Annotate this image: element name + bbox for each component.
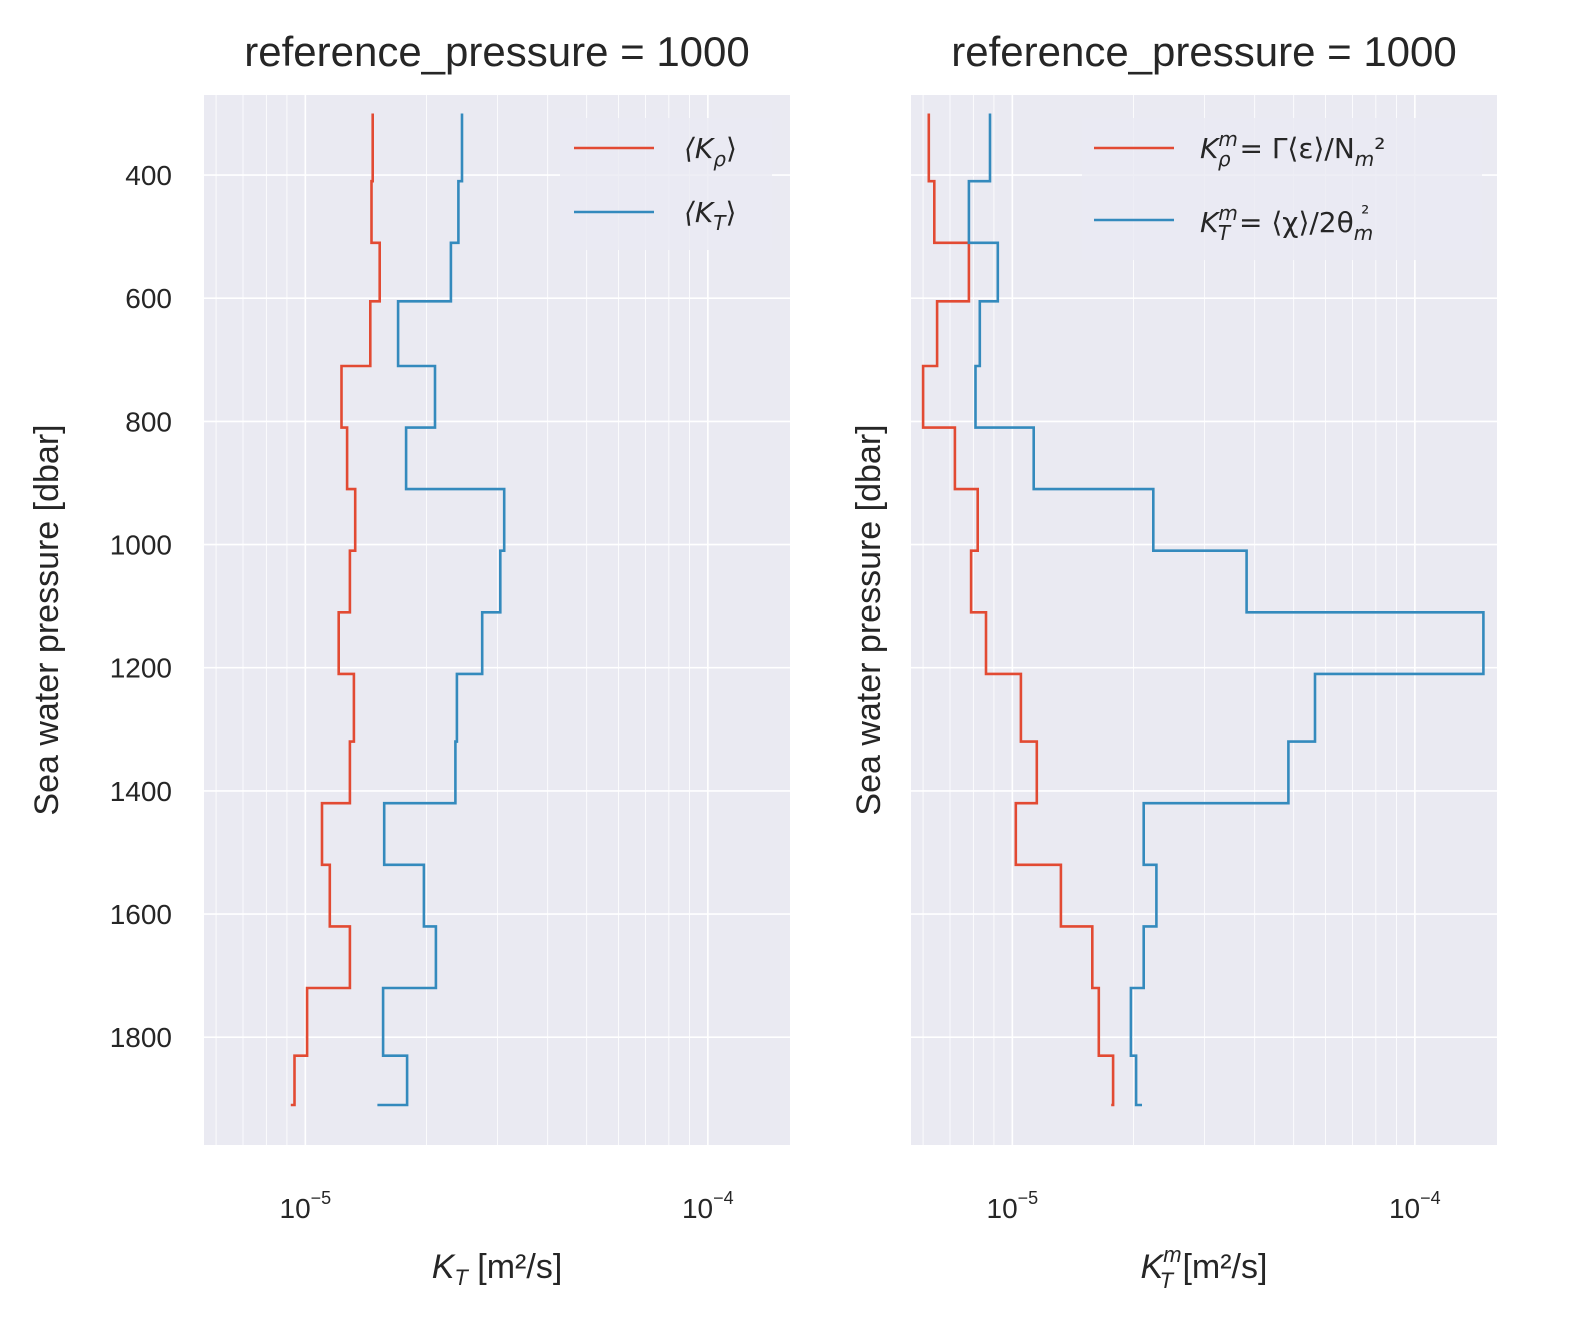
left-x-tick-labels: 10−5 10−4 [280, 1188, 734, 1224]
right-panel: 10−5 10−4 reference_pressure = 1000 Sea w… [850, 28, 1497, 1293]
x-tick-label: 10−4 [1389, 1188, 1441, 1224]
left-panel: 400 600 800 1000 1200 1400 1600 1800 10−5 10−4 r… [28, 28, 790, 1290]
right-chart-title: reference_pressure = 1000 [951, 28, 1457, 75]
series-line-1 [377, 113, 506, 1107]
left-series-lines [290, 113, 506, 1107]
y-tick-label: 600 [125, 283, 172, 314]
right-legend-label-k-t-m: Km T = ⟨χ⟩/2θm² [1200, 201, 1373, 245]
left-legend-label-k-t: ⟨KT⟩ [684, 196, 736, 235]
right-legend-label-k-rho-m: Km ρ = Γ⟨ε⟩/Nm² [1200, 127, 1386, 171]
y-tick-label: 800 [125, 406, 172, 437]
y-tick-label: 1400 [110, 776, 172, 807]
x-tick-label: 10−5 [280, 1188, 332, 1224]
x-tick-label: 10−5 [987, 1188, 1039, 1224]
right-legend: Km ρ = Γ⟨ε⟩/Nm² Km T = ⟨χ⟩/2θm² [1082, 118, 1482, 260]
series-line-0 [921, 113, 1115, 1107]
right-series-lines [921, 113, 1485, 1107]
left-grid [204, 95, 790, 1145]
left-x-axis-label: KT [m²/s] [432, 1248, 563, 1290]
left-chart-title: reference_pressure = 1000 [244, 28, 750, 75]
left-y-axis-label: Sea water pressure [dbar] [28, 424, 66, 815]
right-legend-box [1082, 118, 1482, 260]
right-x-tick-labels: 10−5 10−4 [987, 1188, 1441, 1224]
right-x-axis-label: Km T [m²/s] [1141, 1242, 1268, 1293]
y-tick-label: 1600 [110, 899, 172, 930]
left-legend-label-k-rho: ⟨Kρ⟩ [684, 132, 737, 171]
y-tick-label: 400 [125, 160, 172, 191]
left-y-tick-labels: 400 600 800 1000 1200 1400 1600 1800 [110, 160, 172, 1053]
x-tick-label: 10−4 [682, 1188, 734, 1224]
y-tick-label: 1200 [110, 653, 172, 684]
y-tick-label: 1000 [110, 530, 172, 561]
left-legend: ⟨Kρ⟩ ⟨KT⟩ [560, 118, 772, 250]
y-tick-label: 1800 [110, 1022, 172, 1053]
series-line-1 [967, 113, 1485, 1107]
series-line-0 [290, 113, 381, 1107]
left-legend-box [560, 118, 772, 250]
right-y-axis-label: Sea water pressure [dbar] [850, 424, 888, 815]
